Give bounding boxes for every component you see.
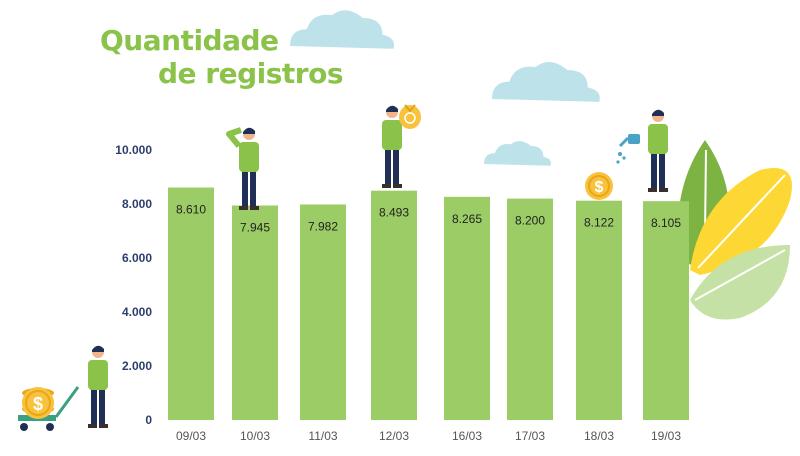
bar	[168, 187, 214, 420]
watering-can-icon	[616, 134, 640, 164]
x-tick-label: 10/03	[240, 429, 270, 443]
x-tick-label: 09/03	[176, 429, 206, 443]
svg-text:$: $	[595, 179, 604, 196]
person-icon	[88, 345, 108, 428]
bar	[643, 201, 689, 420]
y-tick-label: 4.000	[122, 305, 152, 319]
bar	[507, 198, 553, 420]
bar	[371, 190, 417, 420]
bar-value-label: 8.105	[651, 216, 681, 230]
x-tick-label: 19/03	[651, 429, 681, 443]
x-tick-label: 12/03	[379, 429, 409, 443]
bar-value-label: 7.945	[240, 220, 270, 234]
bar-value-label: 8.610	[176, 203, 206, 217]
bar	[576, 200, 622, 420]
bar	[444, 196, 490, 420]
money-bag-icon	[399, 104, 421, 129]
chart-title-line1: Quantidade	[100, 24, 279, 57]
cloud-icon	[484, 141, 551, 166]
x-tick-label: 11/03	[308, 429, 337, 443]
bar	[232, 205, 278, 420]
x-tick-label: 16/03	[452, 429, 482, 443]
svg-text:$: $	[33, 394, 43, 414]
coin-icon: $	[585, 172, 613, 200]
person-icon	[382, 105, 402, 188]
bar-value-label: 8.493	[379, 206, 409, 220]
cloud-icon	[290, 10, 395, 49]
x-tick-label: 18/03	[584, 429, 614, 443]
person-icon	[226, 127, 259, 210]
cloud-icon	[492, 61, 600, 102]
bar-value-label: 8.122	[584, 216, 614, 230]
bar	[300, 204, 346, 420]
y-tick-label: 2.000	[122, 359, 152, 373]
y-tick-label: 6.000	[122, 251, 152, 265]
bar-value-label: 8.265	[452, 212, 482, 226]
x-tick-label: 17/03	[515, 429, 545, 443]
leaf-icon	[690, 245, 790, 320]
y-tick-label: 10.000	[115, 143, 152, 157]
coin-icon: $	[22, 387, 54, 419]
chart-title-line2: de registros	[158, 57, 343, 90]
bar-value-label: 8.200	[515, 214, 545, 228]
y-tick-label: 0	[145, 413, 152, 427]
bar-value-label: 7.982	[308, 219, 338, 233]
y-tick-label: 8.000	[122, 197, 152, 211]
person-icon	[648, 109, 668, 192]
